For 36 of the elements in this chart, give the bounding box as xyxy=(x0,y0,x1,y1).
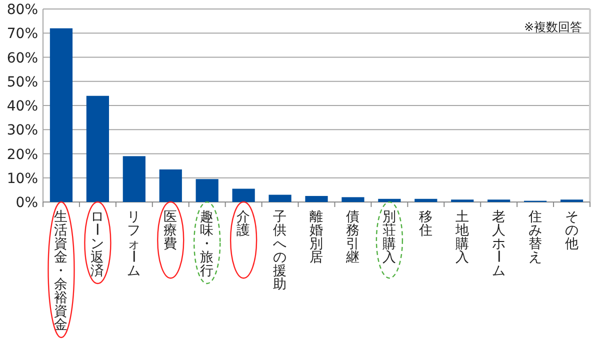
x-tick-label: 医療費 xyxy=(164,209,178,252)
bar xyxy=(414,198,438,202)
x-tick-label: 別荘購入 xyxy=(382,209,396,266)
y-tick-label: 30% xyxy=(6,122,38,139)
y-tick-label: 40% xyxy=(6,98,38,114)
y-tick-label: 60% xyxy=(6,50,38,66)
bar xyxy=(86,96,110,202)
x-tick-label: 離婚別居 xyxy=(310,209,324,266)
bar xyxy=(50,28,73,202)
y-tick-label: 20% xyxy=(6,146,38,163)
y-tick-label: 50% xyxy=(6,74,38,90)
bar xyxy=(122,156,146,202)
y-tick-label: 70% xyxy=(6,26,38,42)
bar xyxy=(342,197,364,202)
bar xyxy=(378,198,401,202)
x-tick-label: 介護 xyxy=(236,209,251,238)
x-tick-label: 住み替え xyxy=(527,209,542,266)
annotation: ※複数回答 xyxy=(524,20,582,34)
bar xyxy=(159,169,182,202)
bar xyxy=(232,188,255,202)
bar xyxy=(305,196,328,202)
bar xyxy=(196,179,218,202)
bar xyxy=(268,194,292,202)
category-label: 生活資金・余裕資金 xyxy=(54,209,68,333)
y-tick-label: 0% xyxy=(16,195,38,211)
x-tick-label: 移住 xyxy=(418,209,433,238)
y-tick-label: 80% xyxy=(6,2,38,18)
x-tick-label: 土地購入 xyxy=(454,209,470,266)
x-tick-label: リフォーム xyxy=(125,209,142,279)
x-tick-label: ローン返済 xyxy=(88,209,105,279)
x-tick-label: 子供への援助 xyxy=(273,209,288,292)
x-tick-label: 趣味・旅行 xyxy=(200,209,214,279)
x-tick-label: 債務引継 xyxy=(344,209,360,266)
y-tick-label: 10% xyxy=(6,170,38,187)
x-tick-label: 老人ホーム xyxy=(490,209,506,279)
x-tick-label: その他 xyxy=(564,209,579,252)
